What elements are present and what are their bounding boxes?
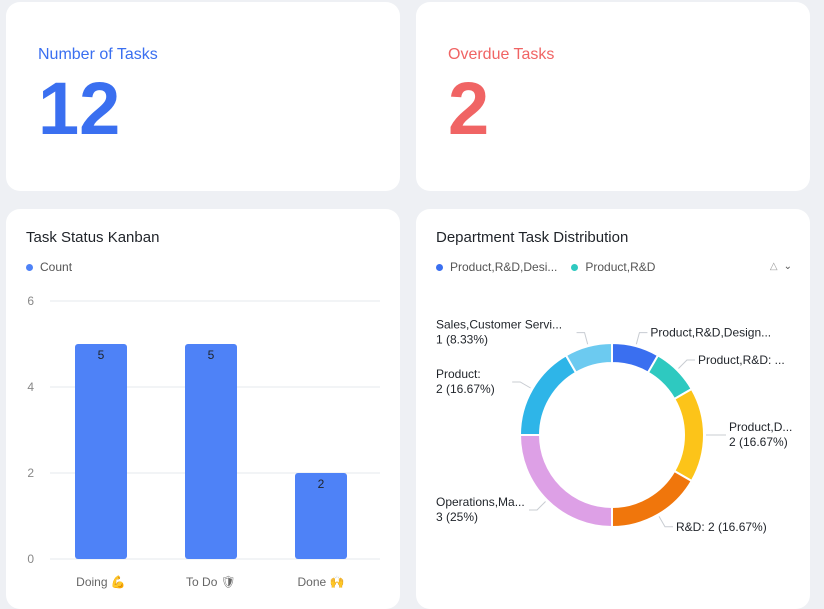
donut-leader-line bbox=[678, 359, 695, 369]
y-tick-label: 6 bbox=[27, 294, 34, 308]
kanban-title: Task Status Kanban bbox=[26, 229, 160, 246]
donut-slice-3[interactable] bbox=[611, 469, 694, 529]
legend-item-1[interactable]: Product,R&D bbox=[571, 260, 655, 274]
donut-label-value: 2 (16.67%) bbox=[436, 382, 495, 396]
donut-label: R&D: 2 (16.67%) bbox=[676, 520, 767, 534]
donut-slice-2[interactable] bbox=[672, 387, 705, 483]
bar-2[interactable] bbox=[295, 473, 347, 559]
chevron-down-icon[interactable]: ⌄ bbox=[783, 261, 792, 272]
x-category-label: To Do 🛡 bbox=[186, 575, 236, 589]
bar-value-label: 5 bbox=[98, 348, 105, 362]
overdue-kpi-card: Overdue Tasks 2 bbox=[416, 2, 810, 191]
y-tick-label: 0 bbox=[27, 552, 34, 566]
x-category-label: Doing 💪 bbox=[76, 575, 126, 589]
tasks-kpi-card: Number of Tasks 12 bbox=[6, 2, 400, 191]
x-category-label: Done 🙌 bbox=[298, 575, 345, 589]
bar-value-label: 2 bbox=[318, 477, 325, 491]
donut-label: Product,D... bbox=[729, 420, 792, 434]
chevron-up-icon[interactable]: △ bbox=[769, 261, 778, 272]
overdue-kpi-value: 2 bbox=[448, 67, 490, 150]
overdue-kpi-label: Overdue Tasks bbox=[448, 46, 555, 63]
legend-dot-0 bbox=[436, 263, 443, 271]
y-tick-label: 4 bbox=[27, 380, 34, 394]
bar-0[interactable] bbox=[75, 344, 127, 559]
donut-slice-4[interactable] bbox=[518, 434, 613, 529]
y-tick-label: 2 bbox=[27, 466, 34, 480]
donut-label-value: 2 (16.67%) bbox=[729, 435, 788, 449]
kanban-card: Task Status Kanban Count 0 2 4 6 5 Doing 💪 5 To… bbox=[6, 209, 400, 609]
donut-label: Product,R&D: ... bbox=[698, 353, 785, 367]
bar-value-label: 5 bbox=[208, 348, 215, 362]
legend-item-0[interactable]: Product,R&D,Desi... bbox=[436, 260, 557, 274]
donut-leader-line bbox=[512, 381, 531, 389]
dept-card: Department Task Distribution Product,R&D… bbox=[416, 209, 810, 609]
tasks-kpi-value: 12 bbox=[38, 67, 121, 150]
donut-label-value: 1 (8.33%) bbox=[436, 333, 488, 347]
legend-dot-1 bbox=[571, 263, 579, 271]
donut-leader-line bbox=[576, 332, 589, 345]
kanban-legend[interactable]: Count bbox=[26, 260, 72, 274]
donut-leader-line bbox=[635, 332, 648, 345]
legend-pager: △ ⌄ bbox=[770, 261, 792, 272]
tasks-kpi-label: Number of Tasks bbox=[38, 46, 158, 63]
donut-label-value: 3 (25%) bbox=[436, 510, 478, 524]
donut-label: Operations,Ma... bbox=[436, 495, 525, 509]
donut-chart: Product,R&D,Design... Product,R&D: ... Pro… bbox=[436, 318, 792, 534]
legend-dot-count bbox=[26, 263, 33, 271]
donut-slice-5[interactable] bbox=[518, 353, 578, 436]
bar-1[interactable] bbox=[185, 344, 237, 559]
donut-label: Product,R&D,Design... bbox=[650, 326, 771, 340]
donut-leader-line bbox=[529, 501, 546, 511]
donut-leader-line bbox=[658, 516, 673, 528]
legend-label-0: Product,R&D,Desi... bbox=[450, 260, 558, 274]
legend-label-count: Count bbox=[40, 260, 73, 274]
donut-slice-6[interactable] bbox=[564, 341, 613, 375]
dept-title: Department Task Distribution bbox=[436, 229, 629, 246]
donut-label: Sales,Customer Servi... bbox=[436, 318, 562, 332]
dept-legend: Product,R&D,Desi... Product,R&D bbox=[436, 260, 669, 274]
legend-label-1: Product,R&D bbox=[585, 260, 656, 274]
bar-chart: 0 2 4 6 5 Doing 💪 5 To Do 🛡 2 Done 🙌 bbox=[27, 294, 380, 589]
donut-label: Product: bbox=[436, 367, 481, 381]
